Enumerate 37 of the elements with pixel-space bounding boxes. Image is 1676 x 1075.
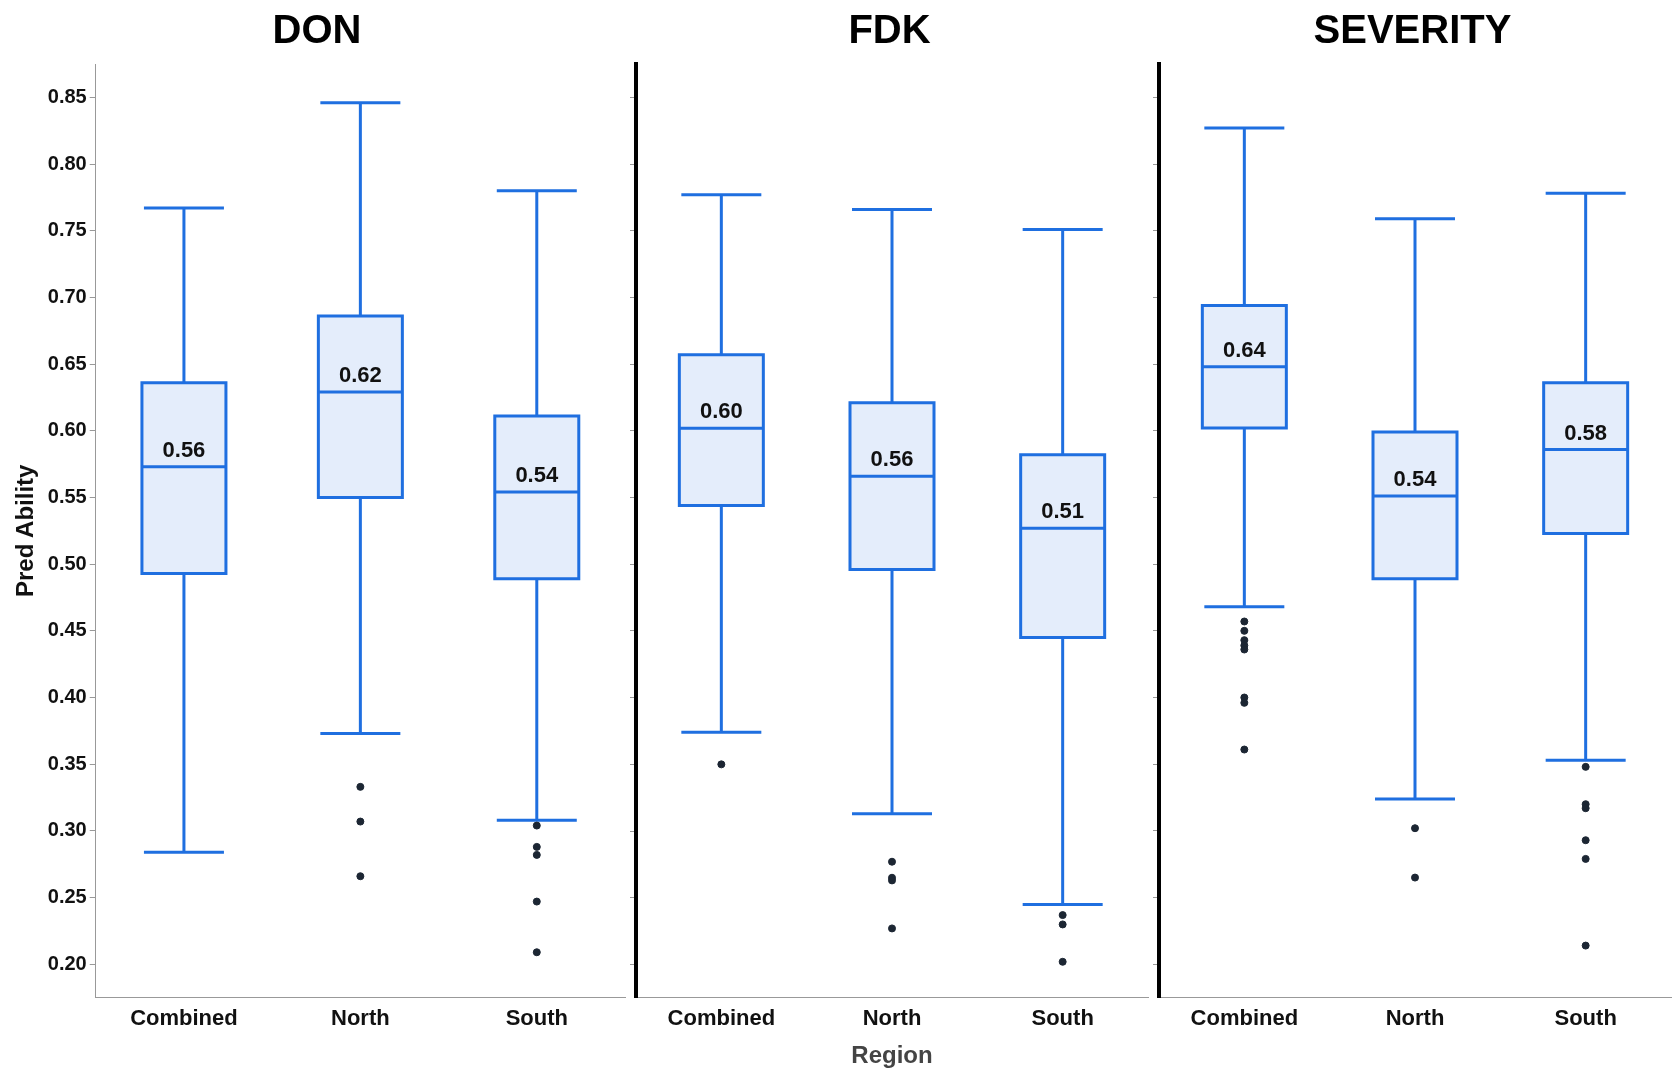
chart-title: DON [272,7,362,52]
chart-title: SEVERITY [1313,7,1512,52]
x-tick-label: South [1554,1004,1617,1030]
y-tick-label: 0.60 [47,418,87,441]
x-tick-label: North [862,1005,922,1031]
x-tick-label: South [1031,1005,1094,1031]
annotation: 0.51 [1041,498,1085,524]
annotation: 0.58 [1564,419,1608,445]
annotation: 0.60 [699,398,743,424]
annotation: 0.56 [870,446,914,472]
x-tick-label: North [331,1004,390,1030]
y-tick-label: 0.40 [47,685,87,708]
annotation: 0.54 [1393,466,1438,492]
x-tick-label: Combined [667,1005,776,1031]
x-tick-label: North [1385,1004,1445,1030]
y-tick-label: 0.65 [47,351,87,374]
y-tick-label: 0.85 [47,84,87,107]
y-tick-label: 0.30 [47,818,87,841]
x-tick-label: Combined [130,1004,238,1030]
annotation: 0.56 [162,436,206,462]
y-tick-label: 0.20 [47,951,87,974]
y-tick-label: 0.75 [47,218,87,241]
y-axis-title: Pred Ability [11,463,39,598]
y-tick-label: 0.35 [47,751,87,774]
chart-title: FDK [848,7,931,52]
y-tick-label: 0.45 [47,618,87,641]
x-tick-label: South [505,1004,568,1030]
y-tick-label: 0.50 [47,551,87,574]
y-tick-label: 0.25 [47,885,87,908]
y-tick-label: 0.80 [47,151,87,174]
annotation: 0.62 [338,362,382,388]
x-tick-label: Combined [1190,1004,1299,1030]
y-tick-label: 0.70 [47,284,87,307]
annotation: 0.54 [515,462,559,488]
y-tick-label: 0.55 [47,484,87,507]
x-axis-title: Region [851,1041,933,1069]
annotation: 0.64 [1222,336,1267,362]
